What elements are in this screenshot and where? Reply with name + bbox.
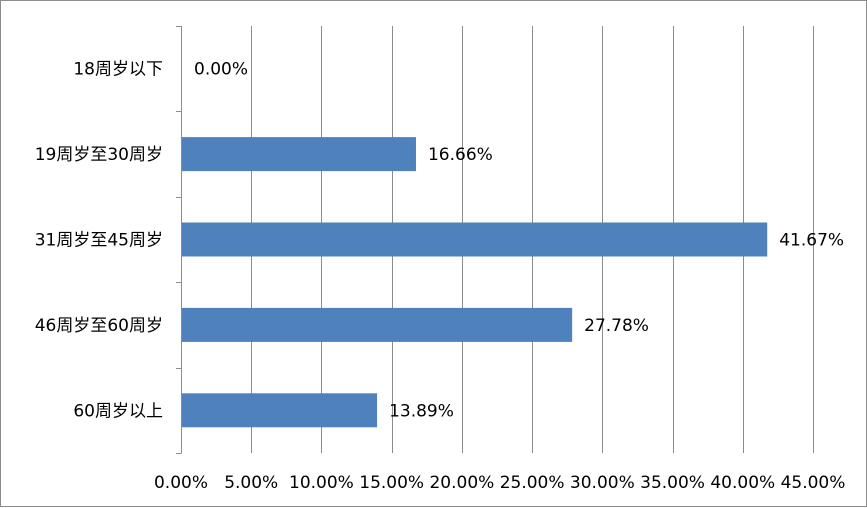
bar-4	[182, 393, 378, 428]
data-label-3: 27.78%	[584, 316, 649, 336]
x-tick-label-5: 25.00%	[500, 473, 565, 493]
bars	[182, 137, 768, 428]
x-tick-label-6: 30.00%	[570, 473, 635, 493]
category-label-1: 19周岁至30周岁	[35, 145, 163, 165]
x-tick-label-0: 0.00%	[154, 473, 208, 493]
data-label-4: 13.89%	[389, 401, 454, 421]
axes	[176, 26, 182, 454]
bar-2	[182, 222, 768, 257]
bar-3	[182, 307, 573, 342]
category-labels: 18周岁以下 19周岁至30周岁 31周岁至45周岁 46周岁至60周岁 60周岁以上	[35, 60, 163, 422]
x-tick-label-8: 40.00%	[710, 473, 775, 493]
data-label-2: 41.67%	[779, 231, 844, 251]
x-tick-label-4: 20.00%	[429, 473, 494, 493]
data-label-0: 0.00%	[194, 60, 248, 80]
x-tick-labels: 0.00% 5.00% 10.00% 15.00% 20.00% 25.00% 30.00%…	[154, 473, 845, 493]
category-label-2: 31周岁至45周岁	[35, 231, 163, 251]
category-label-3: 46周岁至60周岁	[35, 316, 163, 336]
data-label-1: 16.66%	[428, 145, 493, 165]
x-tick-label-7: 35.00%	[640, 473, 705, 493]
category-label-4: 60周岁以上	[73, 401, 163, 421]
x-tick-label-2: 10.00%	[289, 473, 354, 493]
x-tick-label-9: 45.00%	[781, 473, 846, 493]
data-labels: 0.00% 16.66% 41.67% 27.78% 13.89%	[194, 60, 844, 422]
category-label-0: 18周岁以下	[73, 60, 163, 80]
bar-1	[182, 137, 416, 172]
x-tick-label-3: 15.00%	[359, 473, 424, 493]
x-tick-label-1: 5.00%	[224, 473, 278, 493]
